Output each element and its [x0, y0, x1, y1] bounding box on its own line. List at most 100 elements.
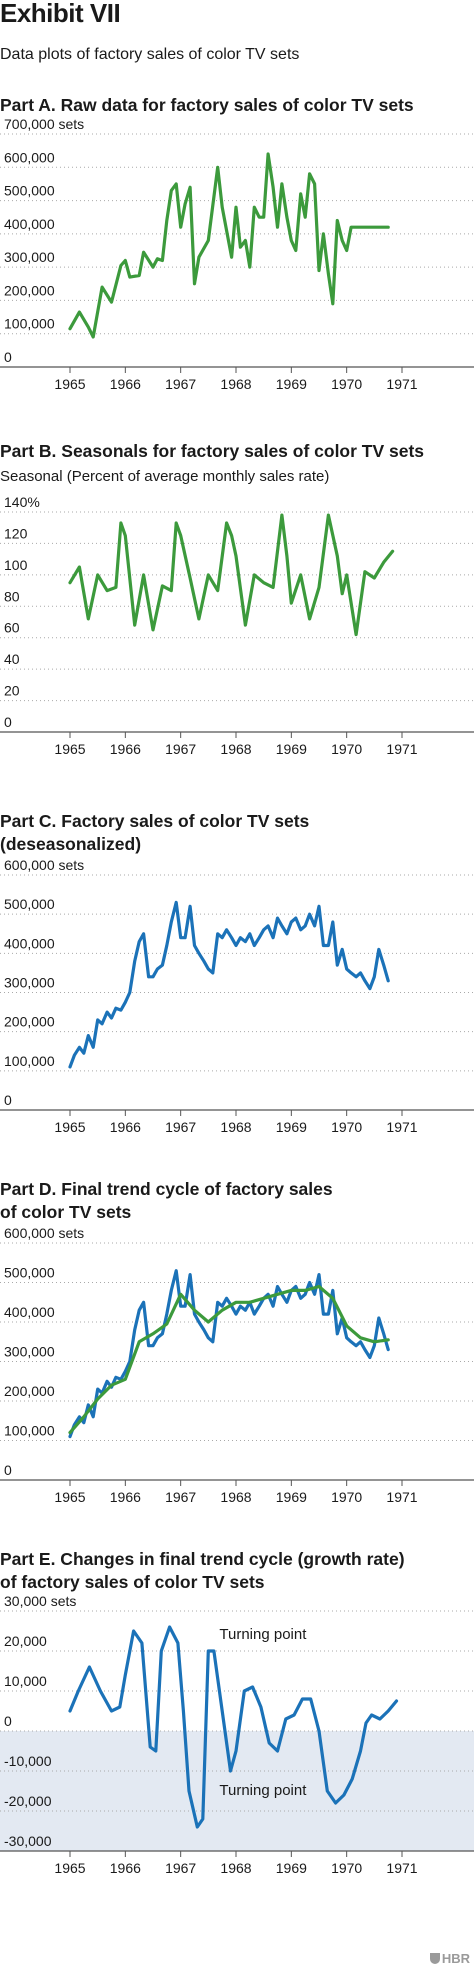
panel-b-x-tick-label: 1966 — [110, 741, 141, 757]
panel-e-y-tick-label: 20,000 — [4, 1633, 47, 1649]
panel-a-title: Part A. Raw data for factory sales of co… — [0, 95, 414, 115]
panel-c-x-tick-label: 1969 — [276, 1119, 307, 1135]
panel-a-y-tick-label: 100,000 — [4, 316, 55, 332]
panel-c-y-tick-label: 0 — [4, 1092, 12, 1108]
panel-a-chart: 0 100,000 200,000 300,000 400,000 500,000 600,… — [0, 116, 474, 392]
panel-a-x-tick-label: 1966 — [110, 376, 141, 392]
panel-d-title-line1: Part D. Final trend cycle of factory sal… — [0, 1179, 333, 1199]
panel-c-x-tick-label: 1965 — [54, 1119, 85, 1135]
panel-d-y-tick-label: 0 — [4, 1462, 12, 1478]
panel-b-y-tick-label: 20 — [4, 683, 20, 699]
panel-d-series-line-green — [68, 1284, 390, 1435]
panel-d-y-tick-label: 300,000 — [4, 1344, 55, 1360]
panel-b-x-tick-label: 1970 — [331, 741, 362, 757]
panel-d: Part D. Final trend cycle of factory sal… — [0, 1178, 474, 1523]
panel-d-y-tick-label: 500,000 — [4, 1265, 55, 1281]
panel-b-ylabel: Seasonal (Percent of average monthly sal… — [0, 468, 330, 485]
panel-e-x-tick-label: 1970 — [331, 1860, 362, 1876]
panel-c-title-line1: Part C. Factory sales of color TV sets — [0, 811, 310, 831]
panel-c-y-tick-label: 200,000 — [4, 1014, 55, 1030]
panel-b: Part B. Seasonals for factory sales of c… — [0, 440, 474, 770]
panel-a-y-tick-label: 0 — [4, 349, 12, 365]
panel-e-annotation: Turning point — [219, 1626, 307, 1643]
panel-c-title-line2: (deseasonalized) — [0, 834, 142, 854]
panel-a-x-tick-label: 1969 — [276, 376, 307, 392]
panel-d-x-tick-label: 1970 — [331, 1489, 362, 1505]
panel-b-x-tick-label: 1968 — [220, 741, 251, 757]
panel-c-x-tick-label: 1971 — [386, 1119, 417, 1135]
panel-b-x-tick-label: 1967 — [165, 741, 196, 757]
panel-e-title-line2: of factory sales of color TV sets — [0, 1572, 265, 1592]
panel-e-y-tick-label: 30,000 sets — [4, 1593, 76, 1609]
panel-e-series-line-blue — [68, 1625, 399, 1829]
hbr-logo-text: HBR — [441, 1951, 470, 1966]
panel-e-chart: -30,000 -20,000 -10,000 0 10,000 20,000 30,000… — [0, 1593, 474, 1876]
panel-d-chart: 0 100,000 200,000 300,000 400,000 500,000 600,… — [0, 1225, 474, 1505]
panel-b-x-tick-label: 1969 — [276, 741, 307, 757]
panel-a-x-tick-label: 1971 — [386, 376, 417, 392]
panel-a-series-line-green — [68, 152, 390, 339]
panel-d-series-line-blue — [68, 1269, 390, 1439]
panel-d-y-tick-label: 600,000 sets — [4, 1225, 84, 1241]
panel-b-y-tick-label: 100 — [4, 557, 28, 573]
panel-a-y-tick-label: 300,000 — [4, 249, 55, 265]
panel-d-x-tick-label: 1969 — [276, 1489, 307, 1505]
panel-c-x-tick-label: 1967 — [165, 1119, 196, 1135]
panel-e-y-tick-label: 0 — [4, 1713, 12, 1729]
exhibit-subtitle: Data plots of factory sales of color TV … — [0, 46, 300, 63]
hbr-logo: HBR — [429, 1951, 470, 1966]
panel-b-y-tick-label: 80 — [4, 588, 20, 604]
panel-c-y-tick-label: 400,000 — [4, 935, 55, 951]
panel-b-title: Part B. Seasonals for factory sales of c… — [0, 441, 425, 461]
panel-b-y-tick-label: 140% — [4, 494, 40, 510]
panel-c-x-tick-label: 1966 — [110, 1119, 141, 1135]
panel-a-y-tick-label: 700,000 sets — [4, 116, 84, 132]
panel-a-y-tick-label: 400,000 — [4, 216, 55, 232]
panel-a-x-tick-label: 1967 — [165, 376, 196, 392]
panel-c-series-line-blue — [68, 900, 390, 1069]
panel-d-y-tick-label: 100,000 — [4, 1423, 55, 1439]
panel-b-y-tick-label: 60 — [4, 620, 20, 636]
panel-e-x-tick-label: 1968 — [220, 1860, 251, 1876]
panel-c-x-tick-label: 1968 — [220, 1119, 251, 1135]
panel-e-annotation: Turning point — [219, 1782, 307, 1799]
panel-a: Part A. Raw data for factory sales of co… — [0, 94, 474, 404]
panel-e: Part E. Changes in final trend cycle (gr… — [0, 1548, 474, 1948]
panel-c-y-tick-label: 100,000 — [4, 1053, 55, 1069]
panel-e-y-tick-label: -20,000 — [4, 1793, 52, 1809]
panel-c-y-tick-label: 600,000 sets — [4, 857, 84, 873]
panel-e-y-tick-label: 10,000 — [4, 1673, 47, 1689]
panel-e-x-tick-label: 1965 — [54, 1860, 85, 1876]
panel-b-x-tick-label: 1971 — [386, 741, 417, 757]
panel-b-y-tick-label: 0 — [4, 714, 12, 730]
panel-a-y-tick-label: 600,000 — [4, 149, 55, 165]
panel-d-x-tick-label: 1966 — [110, 1489, 141, 1505]
panel-c: Part C. Factory sales of color TV sets (… — [0, 810, 474, 1155]
panel-d-y-tick-label: 400,000 — [4, 1304, 55, 1320]
panel-a-y-tick-label: 500,000 — [4, 183, 55, 199]
panel-d-title-line2: of color TV sets — [0, 1202, 132, 1222]
panel-e-x-tick-label: 1967 — [165, 1860, 196, 1876]
panel-a-y-tick-label: 200,000 — [4, 282, 55, 298]
panel-c-y-tick-label: 500,000 — [4, 896, 55, 912]
panel-b-chart: 0 20 40 60 80 100 120 140% 1965 1966 1967 1968 1969 1… — [0, 494, 474, 757]
panel-e-y-tick-label: -30,000 — [4, 1833, 52, 1849]
panel-b-series-line-green — [68, 513, 395, 637]
panel-e-x-tick-label: 1971 — [386, 1860, 417, 1876]
panel-e-x-tick-label: 1969 — [276, 1860, 307, 1876]
panel-e-title-line1: Part E. Changes in final trend cycle (gr… — [0, 1549, 405, 1569]
shield-icon — [429, 1953, 440, 1964]
panel-c-x-tick-label: 1970 — [331, 1119, 362, 1135]
panel-b-y-tick-label: 40 — [4, 651, 20, 667]
panel-e-x-tick-label: 1966 — [110, 1860, 141, 1876]
panel-c-y-tick-label: 300,000 — [4, 975, 55, 991]
panel-e-y-tick-label: -10,000 — [4, 1753, 52, 1769]
panel-a-x-tick-label: 1965 — [54, 376, 85, 392]
panel-d-y-tick-label: 200,000 — [4, 1383, 55, 1399]
panel-d-x-tick-label: 1971 — [386, 1489, 417, 1505]
exhibit-title: Exhibit VII — [0, 0, 121, 28]
panel-d-x-tick-label: 1965 — [54, 1489, 85, 1505]
panel-a-x-tick-label: 1968 — [220, 376, 251, 392]
panel-d-x-tick-label: 1968 — [220, 1489, 251, 1505]
panel-b-y-tick-label: 120 — [4, 525, 28, 541]
